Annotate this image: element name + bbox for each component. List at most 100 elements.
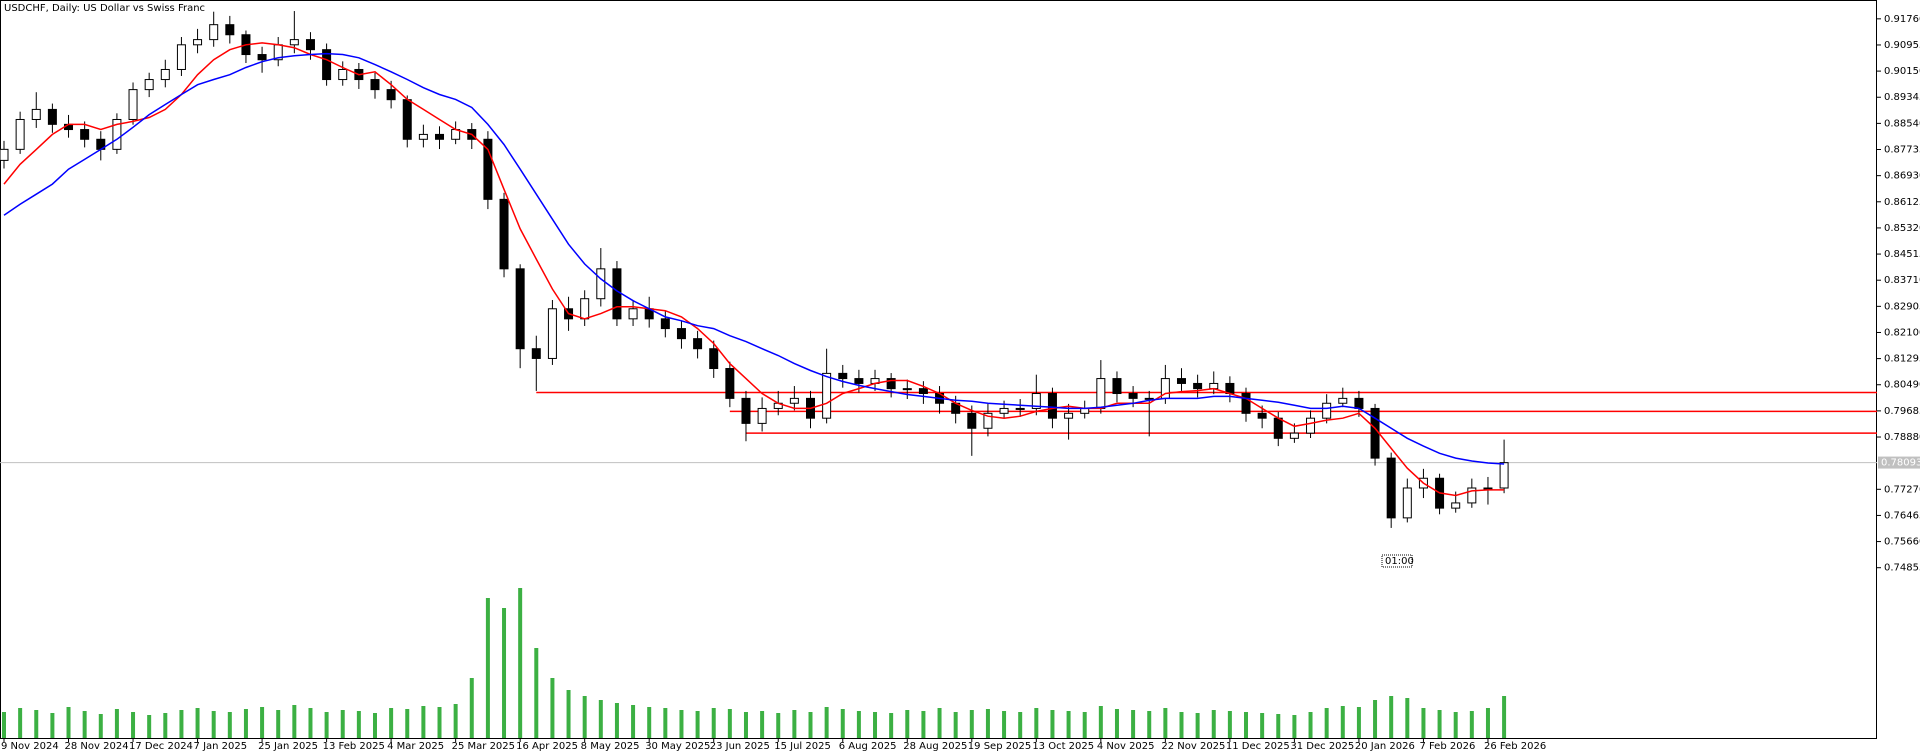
candle-body (1193, 382, 1203, 390)
candle-body (257, 54, 267, 61)
candle-body (31, 108, 41, 120)
candle-body (838, 372, 848, 380)
volume-bar (114, 709, 119, 738)
volume-bar (727, 709, 732, 738)
volume-bar (356, 711, 361, 738)
volume-bar (469, 678, 474, 738)
volume-bar (308, 708, 313, 738)
y-tick-label: 0.82905 (1884, 301, 1920, 312)
volume-bar (1389, 696, 1394, 738)
volume-bar (18, 708, 23, 738)
volume-bar (598, 700, 603, 738)
countdown-box (1381, 554, 1413, 568)
candle-body (999, 407, 1009, 414)
volume-bar (631, 705, 636, 738)
candle-body (1031, 393, 1041, 409)
candle-body (483, 138, 493, 200)
volume-bar (905, 710, 910, 738)
candle-body (160, 68, 170, 81)
volume-bar (1163, 708, 1168, 738)
volume-bar (453, 704, 458, 738)
x-tick-label: 7 Jan 2025 (194, 741, 248, 752)
candle-body (757, 407, 767, 424)
x-tick-label: 17 Dec 2024 (129, 741, 193, 752)
x-tick-label: 4 Mar 2025 (387, 741, 444, 752)
volume-bar (647, 707, 652, 738)
volume-bar (776, 713, 781, 738)
candle-body (144, 79, 154, 91)
x-tick-label: 7 Feb 2026 (1419, 741, 1475, 752)
volume-bar (1179, 712, 1184, 738)
candle-body (435, 133, 445, 140)
volume-bar (1244, 712, 1249, 738)
y-tick-label: 0.76465 (1884, 510, 1920, 521)
candle-body (386, 89, 396, 101)
volume-bar (1437, 710, 1442, 738)
volume-bar (195, 708, 200, 738)
x-tick-label: 31 Dec 2025 (1290, 741, 1354, 752)
x-tick-label: 6 Aug 2025 (839, 741, 897, 752)
candle-body (693, 338, 703, 350)
volume-bar (792, 710, 797, 738)
candle-body (1338, 397, 1348, 404)
volume-bar (211, 711, 216, 738)
moving-average (3, 52, 1505, 465)
volume-bar (743, 712, 748, 738)
candle-body (1386, 457, 1396, 519)
volume-bar (437, 707, 442, 738)
y-tick-label: 0.87735 (1884, 145, 1920, 156)
candle-body (1483, 487, 1493, 490)
moving-average (3, 42, 1505, 497)
volume-bar (985, 709, 990, 738)
x-tick-label: 13 Feb 2025 (323, 741, 385, 752)
volume-bar (1002, 711, 1007, 738)
candle-body (1322, 402, 1332, 419)
candle-body (225, 24, 235, 36)
volume-bar (1260, 713, 1265, 738)
candle-body (1128, 393, 1138, 399)
volume-bar (1276, 714, 1281, 738)
candle-body (612, 268, 622, 320)
candle-body (176, 44, 186, 70)
volume-bar (227, 712, 232, 738)
x-tick-label: 26 Feb 2026 (1484, 741, 1546, 752)
volume-bar (856, 711, 861, 738)
volume-bar (518, 588, 523, 738)
candle-body (1402, 487, 1412, 519)
candle-body (886, 378, 896, 390)
volume-bar (1469, 711, 1474, 738)
volume-bar (389, 708, 394, 738)
x-tick-label: 25 Mar 2025 (452, 741, 515, 752)
candle-body (1451, 502, 1461, 509)
candle-body (1354, 397, 1364, 409)
candle-body (983, 412, 993, 429)
x-tick-label: 19 Sep 2025 (968, 741, 1031, 752)
x-tick-label: 22 Nov 2025 (1161, 741, 1225, 752)
candle-body (338, 68, 348, 81)
candle-body (1289, 432, 1299, 439)
volume-bar (534, 648, 539, 738)
candle-body (709, 348, 719, 370)
candle-body (47, 108, 57, 125)
candle-body (1096, 378, 1106, 409)
volume-bar (405, 709, 410, 738)
candle-body (1064, 412, 1074, 419)
volume-bar (1373, 700, 1378, 738)
volume-bar (421, 706, 426, 738)
candle-body (128, 89, 138, 120)
countdown: 01:00 (1385, 556, 1414, 567)
volume-bar (840, 709, 845, 738)
x-tick-label: 15 Jul 2025 (774, 741, 831, 752)
volume-bar (50, 713, 55, 738)
volume-bar (163, 713, 168, 738)
x-tick-label: 8 May 2025 (581, 741, 640, 752)
y-tick-label: 0.84515 (1884, 249, 1920, 260)
volume-bar (98, 714, 103, 738)
volume-bar (1098, 706, 1103, 738)
volume-bar (1453, 712, 1458, 738)
volume-bar (1227, 711, 1232, 738)
volume-bar (66, 707, 71, 738)
